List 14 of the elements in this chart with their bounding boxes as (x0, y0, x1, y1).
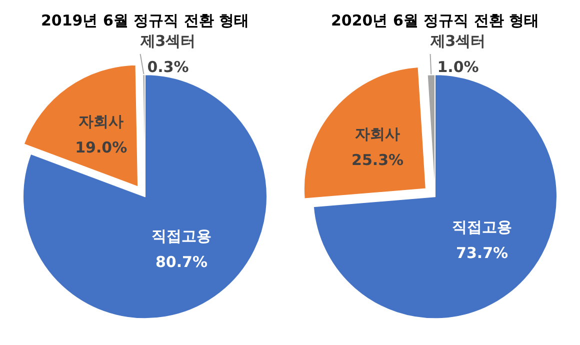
chart-title: 2019년 6월 정규직 전환 형태 (40, 12, 250, 30)
slice-label: 직접고용 (452, 218, 512, 236)
data-label: 1.0% (437, 58, 479, 76)
data-label: 25.3% (351, 150, 404, 169)
slice-label: 제3섹터 (429, 32, 486, 50)
data-label: 0.3% (147, 58, 189, 76)
slice-label: 자회사 (355, 124, 400, 143)
slice-label: 제3섹터 (139, 32, 196, 50)
data-label: 73.7% (456, 244, 508, 262)
slice-label: 자회사 (78, 112, 124, 131)
data-label: 80.7% (155, 253, 208, 272)
slice-label: 직접고용 (151, 227, 212, 246)
chart-title: 2020년 6월 정규직 전환 형태 (330, 12, 540, 30)
data-label: 19.0% (75, 138, 128, 157)
